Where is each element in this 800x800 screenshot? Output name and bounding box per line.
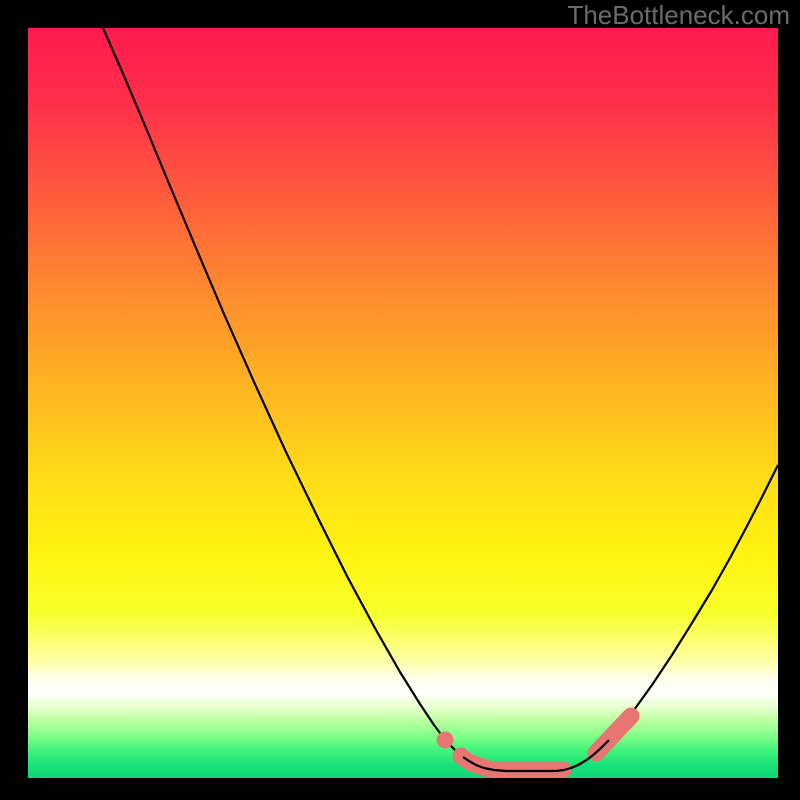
curve-right: [556, 465, 778, 771]
watermark-text: TheBottleneck.com: [567, 0, 790, 31]
chart-svg: [28, 28, 778, 778]
marker-dot: [437, 732, 454, 749]
plot-area: [28, 28, 778, 778]
curve-left: [103, 28, 506, 771]
